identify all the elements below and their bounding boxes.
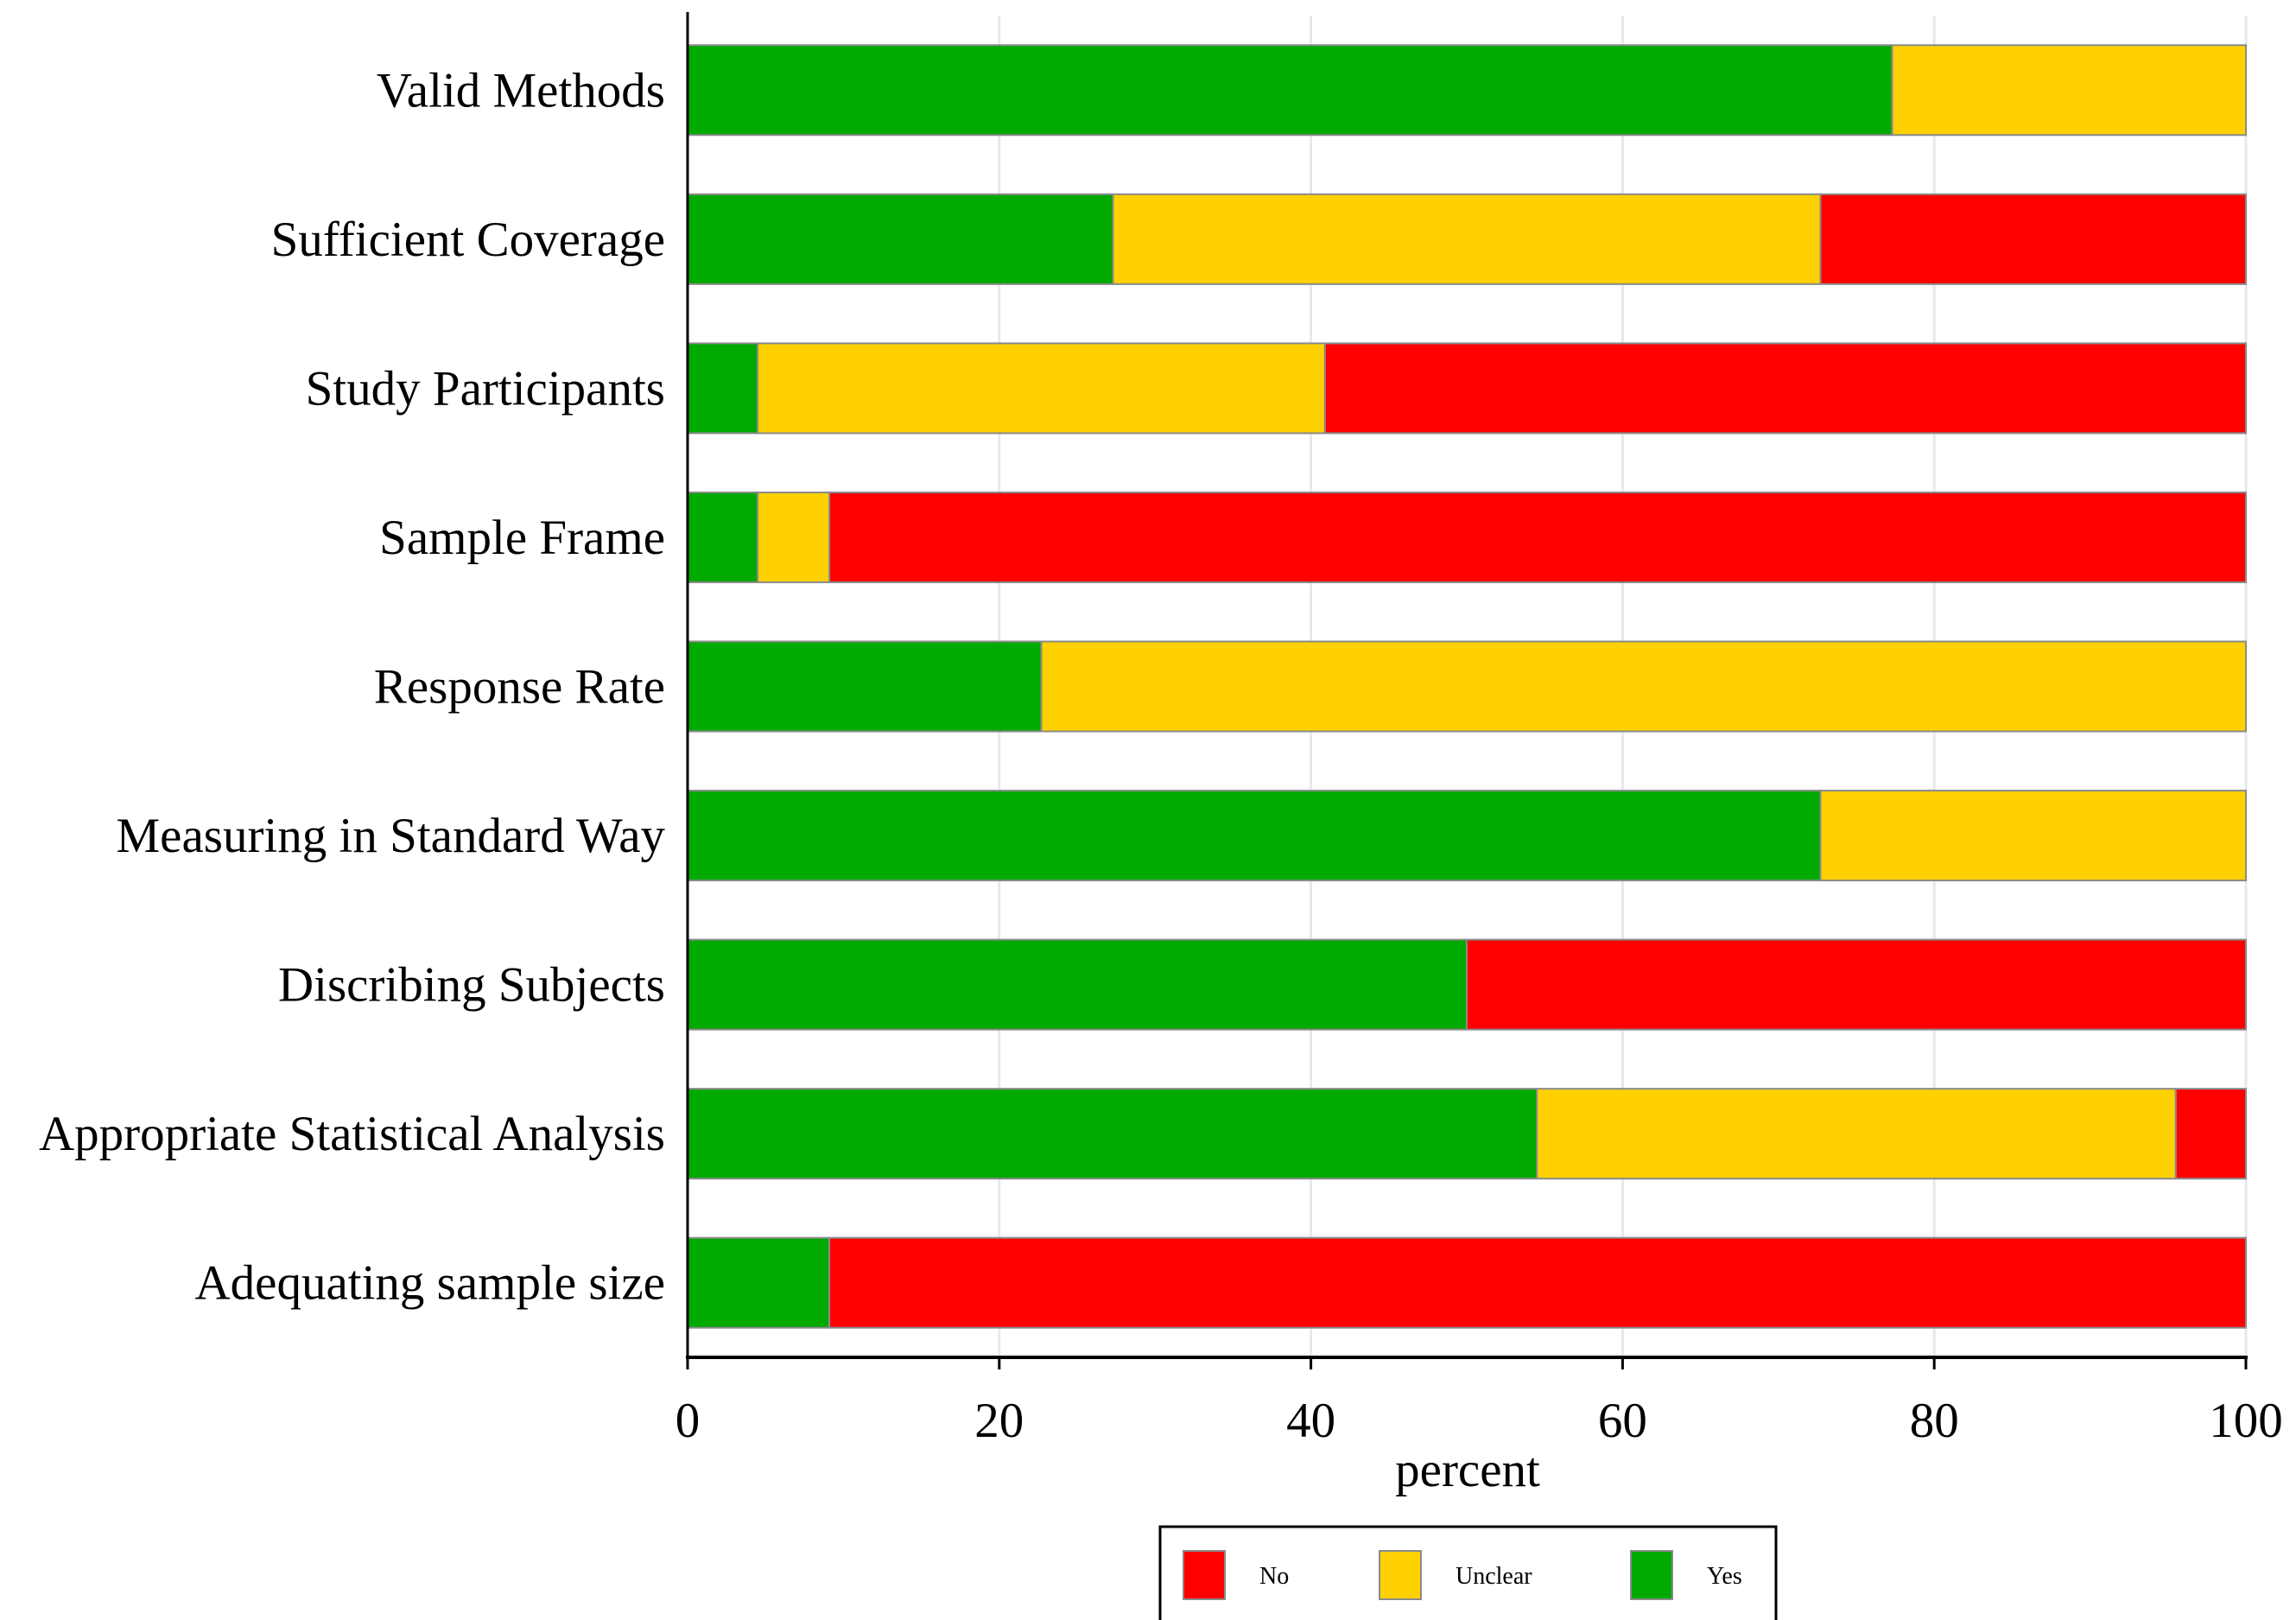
bar-unclear-4: [1040, 640, 2247, 733]
category-label-0: Valid Methods: [377, 63, 665, 118]
bar-no-2: [1323, 342, 2247, 435]
bar-yes-3: [687, 491, 759, 583]
axes: [686, 12, 2248, 1369]
legend: No Unclear Yes: [1158, 1525, 1778, 1620]
bar-unclear-3: [757, 491, 831, 583]
x-tick-label-5: 100: [2209, 1394, 2283, 1448]
x-tick-label-0: 0: [675, 1394, 701, 1448]
bar-yes-7: [687, 1088, 1538, 1180]
bar-yes-8: [687, 1236, 831, 1329]
legend-label-yes: Yes: [1707, 1563, 1742, 1590]
x-tick-label-3: 60: [1598, 1394, 1647, 1448]
bar-no-1: [1819, 193, 2248, 285]
category-labels: Valid Methods Sufficient Coverage Study Pa…: [39, 63, 666, 1310]
legend-swatch-yes: [1630, 1550, 1673, 1600]
bar-unclear-5: [1819, 790, 2248, 882]
bar-yes-1: [687, 193, 1114, 285]
bar-unclear-0: [1891, 44, 2247, 137]
bar-yes-2: [687, 342, 759, 435]
legend-label-no: No: [1259, 1563, 1289, 1590]
bar-unclear-2: [757, 342, 1326, 435]
x-tick-label-1: 20: [974, 1394, 1024, 1448]
legend-swatch-no: [1183, 1550, 1226, 1600]
category-label-2: Study Participants: [306, 361, 665, 416]
category-label-3: Sample Frame: [379, 511, 665, 565]
bar-yes-4: [687, 640, 1043, 733]
x-axis-title: percent: [1395, 1443, 1540, 1497]
category-label-6: Discribing Subjects: [278, 958, 665, 1013]
category-label-5: Measuring in Standard Way: [117, 809, 666, 863]
category-label-7: Appropriate Statistical Analysis: [39, 1107, 665, 1161]
bar-no-8: [828, 1236, 2248, 1329]
bar-no-6: [1466, 938, 2247, 1031]
bar-unclear-7: [1536, 1088, 2177, 1180]
category-label-8: Adequating sample size: [194, 1256, 665, 1311]
bar-yes-6: [687, 938, 1468, 1031]
category-label-1: Sufficient Coverage: [271, 213, 665, 267]
bars: [687, 44, 2248, 1329]
legend-box: [1158, 1525, 1778, 1620]
bar-yes-5: [687, 790, 1822, 882]
bar-no-7: [2174, 1088, 2248, 1180]
x-tick-label-2: 40: [1286, 1394, 1335, 1448]
category-label-4: Response Rate: [374, 660, 665, 715]
bar-unclear-1: [1112, 193, 1822, 285]
legend-label-unclear: Unclear: [1456, 1563, 1532, 1590]
tick-labels: 0 20 40 60 80 100: [675, 1394, 2283, 1448]
x-tick-label-4: 80: [1910, 1394, 1959, 1448]
bar-no-3: [828, 491, 2248, 583]
bar-yes-0: [687, 44, 1893, 137]
legend-swatch-unclear: [1379, 1550, 1422, 1600]
